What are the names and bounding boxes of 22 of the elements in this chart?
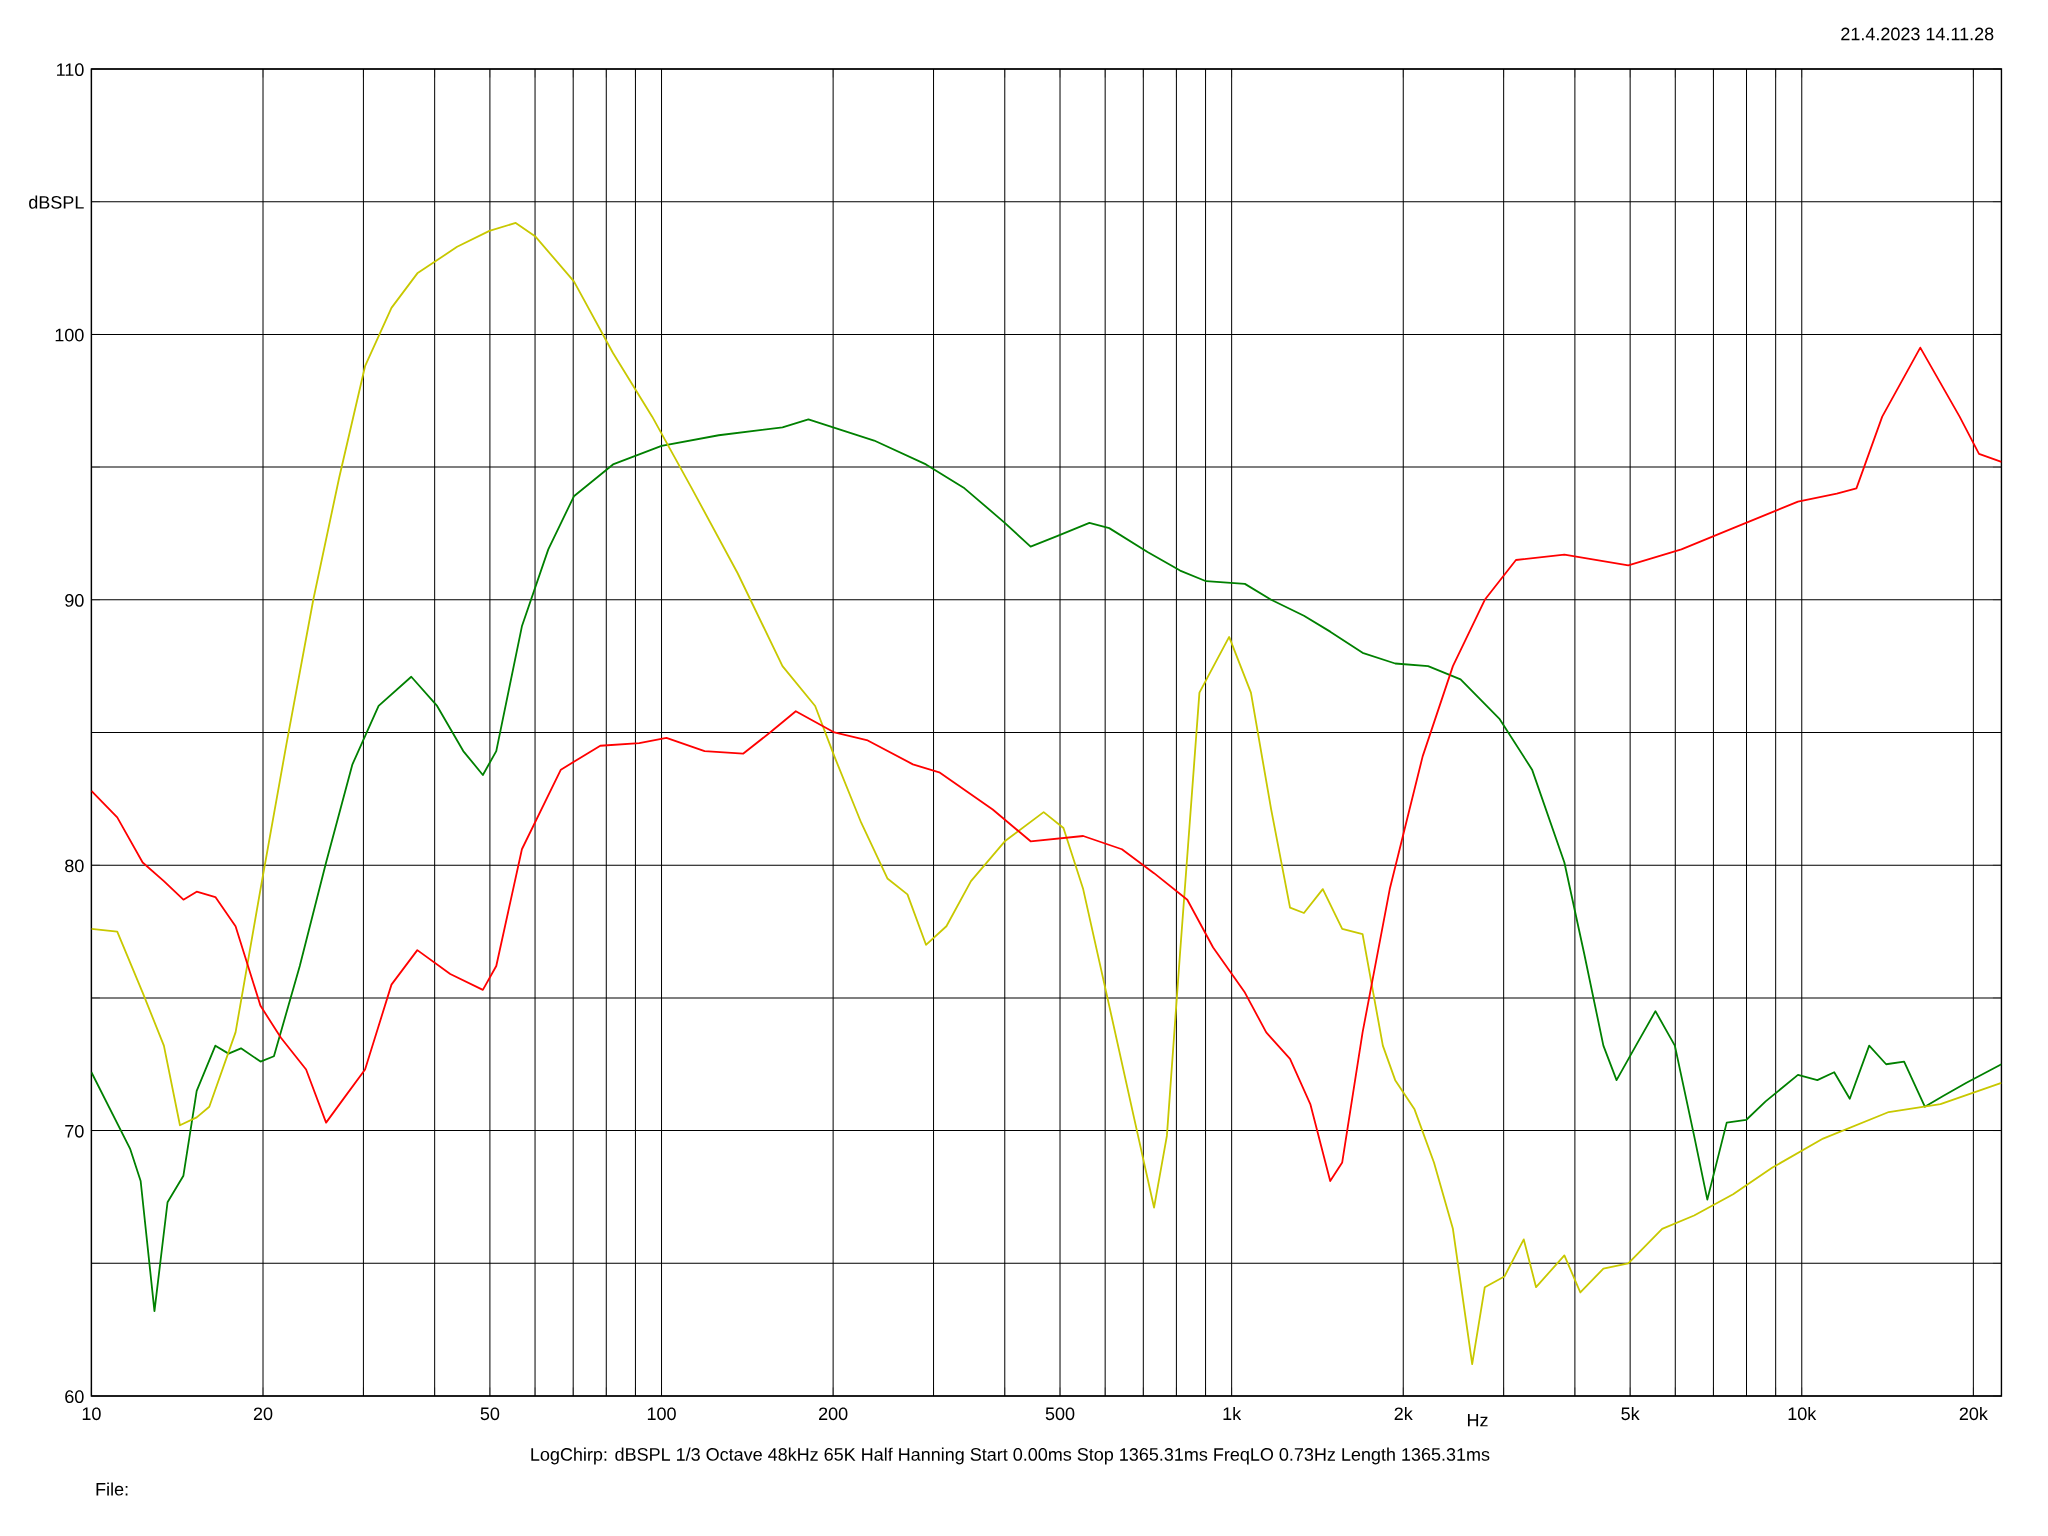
x-tick-label: 1k (1223, 1406, 1242, 1420)
y-tick-label: 90 (65, 594, 84, 607)
y-tick-label: 70 (65, 1124, 84, 1138)
y-tick-label: 110 (57, 63, 84, 77)
text: 21.4.2023 14.11.28 (1841, 27, 1994, 41)
x-tick-label: 50 (480, 1407, 500, 1421)
y-tick-label: dBSPL (29, 195, 84, 209)
text: File: (96, 1482, 128, 1496)
text: LogChirp: dBSPL 1/3 Octave 48kHz 65K Half Hanning Start 0.00ms Stop 1365.31ms FreqLO 0.73Hz Length 1365.31ms (531, 1447, 1490, 1465)
x-tick-label: 20 (253, 1407, 273, 1421)
x-tick-label: 100 (647, 1407, 676, 1421)
y-tick-label: 100 (55, 328, 84, 342)
x-axis-title: Hz (1467, 1413, 1488, 1427)
x-tick-label: 5k (1621, 1406, 1640, 1421)
x-tick-label: 500 (1045, 1407, 1075, 1421)
x-tick-label: 2k (1394, 1406, 1413, 1420)
x-tick-label: 10k (1788, 1406, 1817, 1421)
x-tick-label: 10 (82, 1407, 101, 1421)
x-tick-label: 200 (819, 1407, 848, 1421)
x-tick-label: 20k (1959, 1406, 1988, 1421)
y-tick-label: 60 (65, 1390, 84, 1404)
y-tick-label: 80 (65, 859, 84, 873)
